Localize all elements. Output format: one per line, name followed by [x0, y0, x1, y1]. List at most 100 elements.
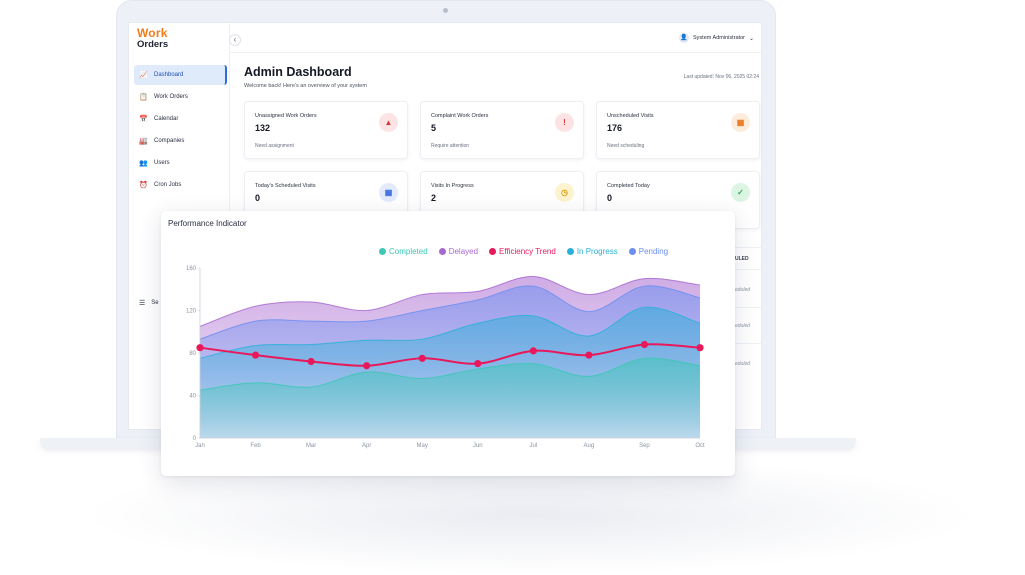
- legend-item[interactable]: In Progress: [566, 247, 618, 256]
- y-tick-label: 160: [186, 266, 197, 272]
- stat-card[interactable]: Complaint Work Orders 5 Require attention!: [420, 101, 584, 159]
- stat-card-title: Unscheduled Visits: [607, 113, 654, 119]
- chevron-down-icon: ⌄: [748, 35, 754, 42]
- user-icon: 👤: [679, 33, 689, 43]
- sidebar-item-label: Calendar: [154, 116, 179, 122]
- efficiency-point[interactable]: [474, 360, 482, 368]
- legend-item[interactable]: Efficiency Trend: [489, 247, 556, 256]
- legend-label: Efficiency Trend: [499, 247, 556, 256]
- calendar-icon: 📅: [139, 116, 148, 123]
- last-updated: Last updated: Nov 06, 2025 02:24: [683, 74, 759, 80]
- app-logo[interactable]: Work Orders: [137, 27, 168, 51]
- table-divider: [729, 269, 761, 270]
- sidebar-item-label: Dashboard: [154, 72, 184, 78]
- user-name: System Administrator: [693, 35, 745, 41]
- series-line-efficiency-trend: [199, 343, 701, 367]
- stat-card-title: Unassigned Work Orders: [255, 113, 317, 119]
- companies-icon: 🏭: [139, 138, 148, 145]
- collapse-sidebar-button[interactable]: ‹: [229, 34, 241, 46]
- table-header-peek: ULED: [735, 256, 749, 262]
- efficiency-point[interactable]: [696, 344, 704, 352]
- stat-card-subtitle: Require attention: [431, 143, 470, 149]
- topbar: 👤 System Administrator ⌄: [230, 23, 761, 53]
- series-line-delayed: [199, 275, 701, 327]
- stat-card-value: 2: [431, 193, 437, 203]
- x-tick-label: May: [417, 443, 428, 449]
- x-tick-label: Feb: [250, 443, 261, 449]
- y-tick-label: 120: [186, 309, 197, 315]
- sidebar-item-cron-jobs[interactable]: ⏰ Cron Jobs: [134, 175, 227, 195]
- performance-chart-card: Performance Indicator Completed Delayed Ef…: [161, 211, 735, 476]
- stat-card[interactable]: Unassigned Work Orders 132 Need assignment…: [244, 101, 408, 159]
- area-completed[interactable]: [200, 358, 700, 438]
- y-tick-label: 40: [189, 394, 196, 400]
- users-icon: 👥: [139, 160, 148, 167]
- efficiency-point[interactable]: [307, 357, 315, 366]
- stat-card-icon: ✓: [731, 183, 750, 202]
- series-line-completed: [199, 357, 701, 391]
- y-tick-label: 0: [193, 436, 197, 442]
- sidebar-item-companies[interactable]: 🏭 Companies: [134, 131, 227, 151]
- x-tick-label: Aug: [584, 443, 595, 449]
- x-tick-label: Jan: [195, 443, 205, 449]
- legend-label: Completed: [389, 247, 428, 256]
- camera-dot: [443, 8, 448, 13]
- stat-card-title: Today's Scheduled Visits: [255, 183, 316, 189]
- x-tick-label: Apr: [362, 443, 371, 449]
- stat-card[interactable]: Unscheduled Visits 176 Need scheduling ▦: [596, 101, 760, 159]
- stat-card-title: Completed Today: [607, 183, 650, 189]
- legend-label: Delayed: [448, 247, 479, 256]
- legend-marker: [628, 248, 636, 255]
- efficiency-point[interactable]: [363, 362, 371, 370]
- sidebar-item-dashboard[interactable]: 📈 Dashboard: [134, 65, 227, 85]
- legend-item[interactable]: Delayed: [438, 247, 479, 256]
- stat-card-icon: !: [555, 113, 574, 132]
- stat-card-title: Visits In Progress: [431, 183, 474, 189]
- stat-card-icon: ▲: [379, 113, 398, 132]
- chart-title: Performance Indicator: [168, 219, 247, 228]
- x-tick-label: Mar: [306, 443, 316, 449]
- stat-card-subtitle: Need assignment: [255, 143, 294, 149]
- efficiency-point[interactable]: [196, 344, 204, 352]
- efficiency-point[interactable]: [640, 340, 649, 349]
- user-menu[interactable]: 👤 System Administrator ⌄: [679, 33, 754, 43]
- stat-card-value: 132: [255, 123, 271, 133]
- efficiency-point[interactable]: [529, 347, 537, 355]
- legend-marker: [379, 248, 386, 255]
- chart-legend: Completed Delayed Efficiency Trend In Progr…: [379, 247, 679, 256]
- stat-card-subtitle: Need scheduling: [607, 143, 645, 149]
- legend-marker: [566, 248, 574, 255]
- table-cell-peek: eduled: [735, 361, 751, 367]
- sidebar-item-label: Users: [154, 160, 170, 166]
- sidebar-item-settings[interactable]: ☰ Se: [139, 299, 159, 307]
- sidebar-item-work-orders[interactable]: 📋 Work Orders: [134, 87, 227, 107]
- stat-card-value: 0: [255, 193, 261, 203]
- sidebar-item-users[interactable]: 👥 Users: [134, 153, 227, 173]
- legend-label: Pending: [638, 247, 669, 256]
- sidebar-item-label: Se: [151, 300, 159, 306]
- x-tick-label: Sep: [639, 443, 650, 449]
- sidebar-item-calendar[interactable]: 📅 Calendar: [134, 109, 227, 129]
- efficiency-point[interactable]: [585, 351, 593, 359]
- stat-card-value: 5: [431, 123, 437, 133]
- legend-item[interactable]: Pending: [628, 247, 669, 256]
- logo-line-1: Work: [137, 26, 168, 40]
- efficiency-point[interactable]: [418, 354, 426, 362]
- stat-card-icon: ▦: [731, 113, 750, 132]
- y-tick-label: 80: [189, 351, 196, 357]
- sidebar-nav: 📈 Dashboard 📋 Work Orders 📅 Calendar 🏭 Companie…: [134, 65, 227, 197]
- legend-marker: [438, 248, 446, 255]
- x-tick-label: Oct: [695, 443, 705, 449]
- sidebar-item-label: Cron Jobs: [154, 182, 182, 188]
- page-subtitle: Welcome back! Here's an overview of your…: [244, 83, 367, 89]
- efficiency-point[interactable]: [251, 351, 260, 359]
- legend-label: In Progress: [576, 247, 618, 256]
- legend-item[interactable]: Completed: [379, 247, 428, 256]
- table-cell-peek: eduled: [735, 323, 751, 329]
- sidebar-item-label: Companies: [154, 138, 185, 144]
- x-tick-label: Jun: [473, 443, 483, 449]
- legend-marker: [489, 248, 497, 255]
- dashboard-icon: 📈: [139, 72, 148, 79]
- stat-card-icon: ▦: [379, 183, 398, 202]
